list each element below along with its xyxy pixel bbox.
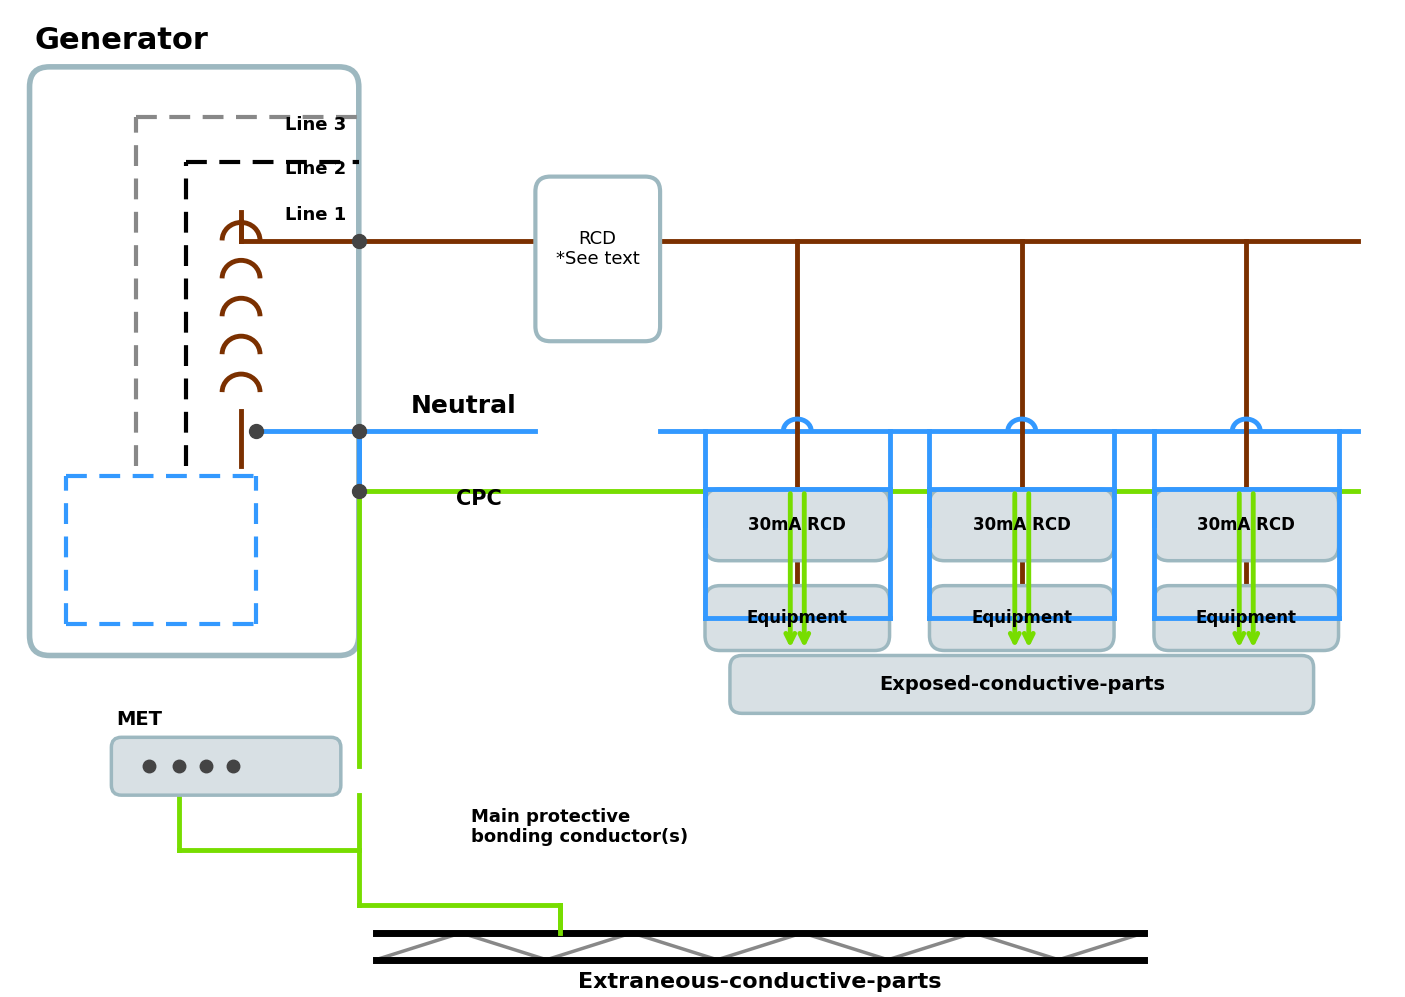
Text: MET: MET	[117, 710, 163, 730]
Text: Exposed-conductive-parts: Exposed-conductive-parts	[878, 675, 1165, 694]
FancyBboxPatch shape	[30, 67, 358, 655]
FancyBboxPatch shape	[930, 585, 1114, 650]
Text: Extraneous-conductive-parts: Extraneous-conductive-parts	[577, 972, 941, 992]
Text: Line 3: Line 3	[285, 116, 346, 134]
FancyBboxPatch shape	[1154, 489, 1339, 560]
Text: Main protective
bonding conductor(s): Main protective bonding conductor(s)	[471, 808, 687, 846]
Text: CPC: CPC	[455, 489, 502, 508]
Text: Equipment: Equipment	[971, 609, 1072, 627]
FancyBboxPatch shape	[731, 655, 1314, 714]
FancyBboxPatch shape	[1154, 585, 1339, 650]
Text: Equipment: Equipment	[1196, 609, 1297, 627]
Text: Line 2: Line 2	[285, 160, 346, 177]
Text: Equipment: Equipment	[747, 609, 847, 627]
Text: Neutral: Neutral	[410, 394, 517, 418]
FancyBboxPatch shape	[930, 489, 1114, 560]
FancyBboxPatch shape	[111, 738, 341, 796]
Text: 30mA RCD: 30mA RCD	[1197, 515, 1295, 533]
FancyBboxPatch shape	[705, 489, 889, 560]
FancyBboxPatch shape	[535, 176, 660, 341]
Text: Line 1: Line 1	[285, 205, 346, 223]
FancyBboxPatch shape	[705, 585, 889, 650]
Text: Generator: Generator	[35, 26, 208, 55]
Text: 30mA RCD: 30mA RCD	[749, 515, 846, 533]
Text: 30mA RCD: 30mA RCD	[972, 515, 1071, 533]
Text: RCD
*See text: RCD *See text	[556, 229, 639, 268]
